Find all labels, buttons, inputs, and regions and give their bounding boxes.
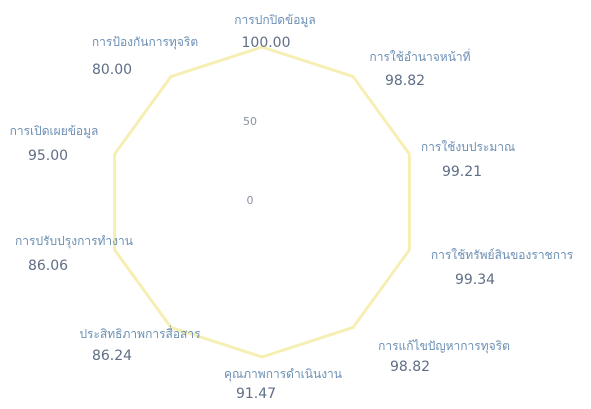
category-value-3: 99.21 [442,164,482,180]
radial-tick-0: 0 [247,194,254,207]
category-label-8: การปรับปรุงการทำงาน [15,234,133,249]
radar-outline-polygon [113,45,411,359]
category-label-5: การแก้ไขปัญหาการทุจริต [378,339,510,354]
category-value-10: 80.00 [92,62,132,78]
category-value-8: 86.06 [28,258,68,274]
category-value-4: 99.34 [455,272,495,288]
radial-tick-labels: 0 50 [243,115,257,207]
category-label-7: ประสิทธิภาพการสื่อสาร [79,325,201,341]
category-label-2: การใช้อำนาจหน้าที่ [369,48,470,64]
category-value-1: 100.00 [242,35,291,51]
category-label-9: การเปิดเผยข้อมูล [10,124,99,139]
category-label-4: การใช้ทรัพย์สินของราชการ [431,248,574,262]
category-label-1: การปกปิดข้อมูล [234,13,315,28]
category-value-7: 86.24 [92,348,132,364]
category-value-5: 98.82 [390,359,430,375]
category-label-6: คุณภาพการดำเนินงาน [224,367,342,382]
chart-outline [113,45,411,359]
category-label-3: การใช้งบประมาณ [421,140,515,154]
category-value-9: 95.00 [28,148,68,164]
category-labels: การปกปิดข้อมูล 100.00 การใช้อำนาจหน้าที่ 98… [10,13,574,402]
category-label-10: การป้องกันการทุจริต [92,35,198,50]
radial-tick-50: 50 [243,115,257,128]
category-value-6: 91.47 [236,386,276,402]
category-value-2: 98.82 [385,73,425,89]
